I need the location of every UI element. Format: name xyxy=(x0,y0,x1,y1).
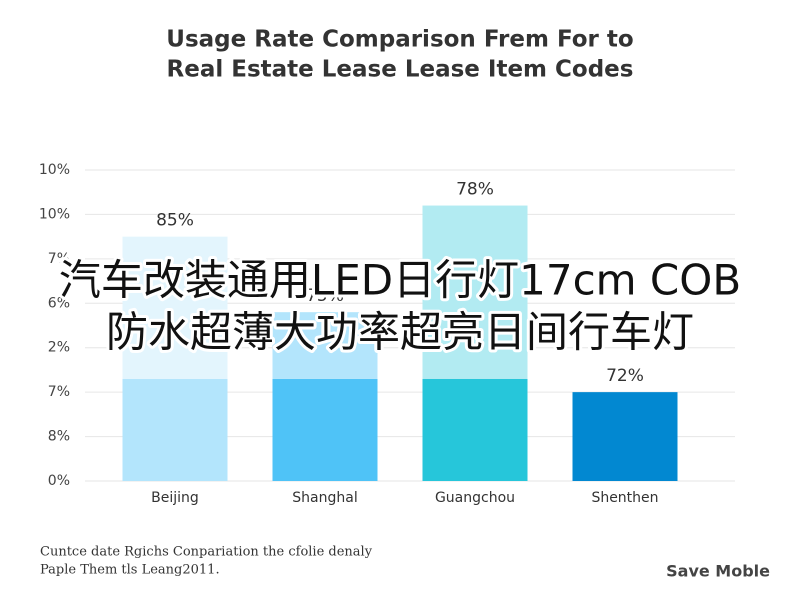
chart-title: Real Estate Lease Lease Item Codes xyxy=(167,57,634,83)
bar xyxy=(422,205,528,379)
chart-title: Usage Rate Comparison Frem For to xyxy=(166,27,633,53)
source: Save Moble xyxy=(666,562,770,581)
y-tick-label: 10% xyxy=(39,206,70,222)
y-tick-label: 10% xyxy=(39,162,70,178)
y-tick-label: 7% xyxy=(48,384,70,400)
bar-label: 85% xyxy=(156,211,194,231)
bar xyxy=(422,378,528,481)
bar xyxy=(572,392,678,481)
footnote: Cuntce date Rgichs Conpariation the cfol… xyxy=(40,545,373,560)
y-tick-label: 2% xyxy=(48,340,70,356)
overlay-text: 汽车改装通用LED日行灯17cm COB xyxy=(59,256,741,305)
y-tick-label: 6% xyxy=(48,295,70,311)
y-tick-label: 0% xyxy=(48,473,70,489)
bar xyxy=(272,312,378,379)
y-tick-label: 7% xyxy=(48,251,70,267)
x-tick-label: Guangchou xyxy=(435,490,515,506)
bar xyxy=(122,236,228,379)
footnote: Paple Them tls Leang2011. xyxy=(40,563,220,578)
bar-label: 78% xyxy=(456,180,494,200)
x-tick-label: Shenthen xyxy=(591,490,658,506)
bar xyxy=(272,378,378,481)
overlay-text: 防水超薄大功率超亮日间行车灯 xyxy=(106,308,694,357)
bar-label: 75% xyxy=(306,286,344,306)
bar-label: 72% xyxy=(606,366,644,386)
x-tick-label: Beijing xyxy=(151,490,199,506)
y-tick-label: 8% xyxy=(48,429,70,445)
x-tick-label: Shanghal xyxy=(292,490,357,506)
bar xyxy=(122,378,228,481)
